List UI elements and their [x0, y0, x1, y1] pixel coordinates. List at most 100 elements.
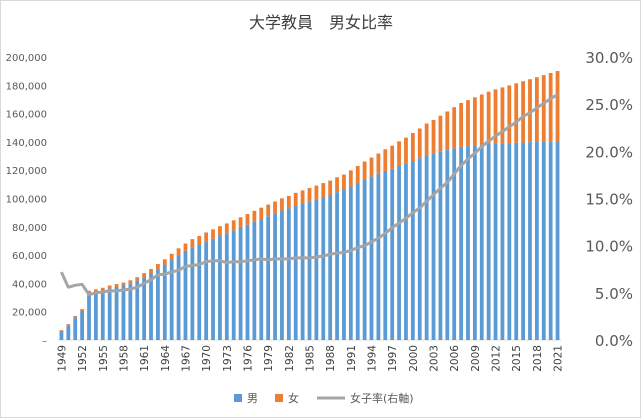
bar-men: [534, 141, 539, 340]
y-left-tick-label: 40,000: [12, 279, 47, 290]
bar-men: [555, 141, 560, 340]
bar-men: [121, 285, 126, 340]
bar-women: [238, 217, 243, 228]
bar-women: [500, 87, 505, 144]
bar-men: [169, 260, 174, 340]
bar-men: [335, 192, 339, 340]
bar-men: [266, 216, 271, 340]
bar-women: [114, 284, 119, 287]
bar-women: [156, 264, 160, 270]
bar-men: [383, 170, 388, 340]
legend-swatch-women: [275, 394, 283, 402]
bar-men: [390, 168, 395, 340]
bar-women: [169, 253, 174, 261]
bar-women: [149, 268, 153, 274]
bar-men: [252, 221, 257, 340]
x-tick-label: 2009: [470, 345, 482, 372]
x-tick-label: 1952: [77, 345, 89, 372]
bar-women: [355, 165, 360, 183]
bar-men: [548, 141, 553, 340]
bar-women: [493, 89, 498, 144]
chart-title: 大学教員 男女比率: [249, 13, 393, 32]
bar-men: [218, 235, 222, 340]
bar-men: [293, 205, 298, 340]
bar-men: [314, 199, 319, 340]
bar-women: [431, 119, 436, 154]
bar-women: [541, 75, 546, 142]
y-left-tick-label: 180,000: [6, 81, 47, 92]
bar-men: [355, 182, 360, 340]
bar-men: [162, 265, 167, 340]
bar-men: [259, 219, 264, 340]
bar-women: [321, 183, 326, 198]
x-tick-label: 2015: [511, 345, 523, 372]
y-right-axis: 0.0% 5.0% 10.0% 15.0% 20.0% 25.0% 30.0%: [585, 49, 633, 350]
bar-men: [231, 230, 236, 340]
x-tick-label: 1967: [180, 345, 192, 372]
y-right-tick-label: 15.0%: [585, 191, 633, 209]
bar-women: [224, 223, 229, 234]
bar-women: [514, 83, 519, 143]
y-left-tick-label: 140,000: [6, 138, 47, 149]
bar-men: [87, 293, 91, 340]
bar-women: [280, 198, 284, 211]
bar-women: [142, 273, 147, 278]
bar-women: [555, 71, 560, 142]
bar-men: [59, 330, 64, 340]
bar-women: [107, 285, 112, 289]
bar-women: [466, 100, 470, 147]
bar-women: [369, 157, 374, 177]
bar-men: [149, 273, 153, 340]
y-left-tick-label: 160,000: [6, 110, 47, 121]
x-tick-label: 2003: [429, 345, 441, 372]
bar-men: [528, 142, 532, 340]
x-tick-label: 1949: [56, 345, 68, 372]
legend-label-ratio: 女子率(右軸): [350, 391, 414, 405]
x-tick-label: 1973: [222, 345, 234, 372]
bar-men: [445, 149, 450, 340]
x-tick-label: 1988: [325, 345, 337, 372]
x-tick-label: 2021: [553, 345, 565, 372]
bar-women: [486, 91, 491, 145]
bar-men: [369, 176, 374, 340]
y-right-tick-label: 5.0%: [595, 285, 633, 303]
x-tick-label: 1997: [387, 345, 399, 372]
bar-women: [73, 315, 78, 318]
bar-women: [121, 282, 126, 286]
bar-men: [410, 161, 415, 340]
bar-women: [259, 207, 264, 220]
bar-men: [273, 213, 277, 340]
bar-men: [459, 146, 463, 340]
y-left-tick-label: 80,000: [12, 223, 47, 234]
x-tick-label: 1985: [305, 345, 317, 372]
bar-men: [348, 186, 353, 340]
bar-women: [445, 111, 450, 150]
bar-women: [293, 192, 298, 206]
bar-men: [300, 203, 305, 340]
bar-men: [438, 151, 443, 340]
bar-men: [417, 158, 422, 340]
bar-men: [452, 148, 457, 340]
legend-swatch-men: [234, 394, 242, 402]
legend-label-women: 女: [288, 391, 299, 405]
bar-men: [100, 290, 105, 340]
bar-men: [114, 286, 119, 340]
y-left-axis: – 20,000 40,000 60,000 80,000 100,000 120,000 1…: [6, 53, 47, 347]
bar-women: [328, 180, 333, 195]
bar-men: [142, 277, 147, 340]
bar-men: [472, 145, 477, 340]
x-tick-label: 2018: [532, 345, 544, 372]
bar-men: [514, 142, 519, 340]
y-right-tick-label: 25.0%: [585, 96, 633, 114]
y-left-tick-label: 100,000: [6, 195, 47, 206]
bar-women: [472, 97, 477, 146]
bar-women: [521, 81, 525, 143]
y-left-tick-label: 120,000: [6, 166, 47, 177]
bar-women: [286, 195, 291, 209]
x-tick-label: 1982: [284, 345, 296, 372]
x-tick-label: 2000: [408, 345, 420, 372]
bar-women: [307, 188, 312, 202]
bar-women: [273, 201, 277, 214]
bar-men: [507, 143, 512, 340]
